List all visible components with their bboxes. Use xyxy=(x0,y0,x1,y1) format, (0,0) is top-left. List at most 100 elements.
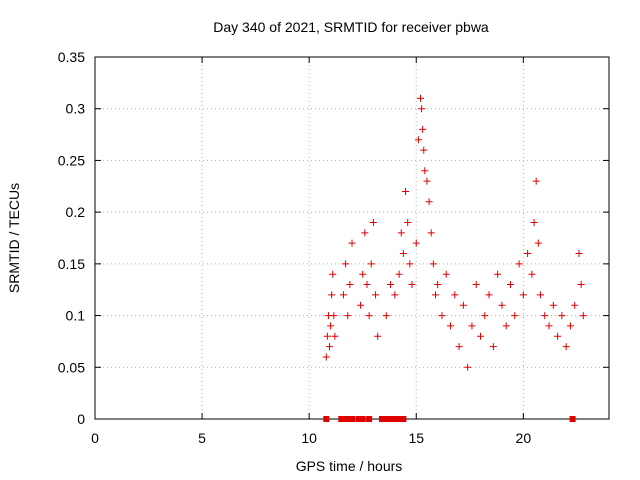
data-point xyxy=(361,229,369,237)
data-point xyxy=(571,301,579,309)
data-point xyxy=(464,363,472,371)
data-point xyxy=(382,312,390,320)
data-point xyxy=(372,291,380,299)
data-point xyxy=(489,343,497,351)
data-point xyxy=(506,281,514,289)
data-point xyxy=(328,291,336,299)
data-point xyxy=(330,312,338,320)
data-point xyxy=(342,260,350,268)
data-point xyxy=(562,343,570,351)
data-point xyxy=(498,301,506,309)
data-point xyxy=(425,198,433,206)
y-tick-label: 0.25 xyxy=(58,152,85,168)
data-point xyxy=(468,322,476,330)
data-point xyxy=(329,270,337,278)
data-point xyxy=(420,146,428,154)
data-point xyxy=(346,281,354,289)
y-tick-label: 0.35 xyxy=(58,49,85,65)
data-point xyxy=(472,281,480,289)
data-point xyxy=(418,105,426,113)
data-point xyxy=(414,136,422,144)
grid-lines xyxy=(95,57,609,419)
y-tick-label: 0.2 xyxy=(66,204,86,220)
x-tick-label: 20 xyxy=(516,430,532,446)
data-point xyxy=(344,312,352,320)
data-point xyxy=(374,332,382,340)
data-point xyxy=(485,291,493,299)
data-point xyxy=(327,322,335,330)
zero-data-point xyxy=(323,416,330,422)
data-point xyxy=(387,281,395,289)
data-point xyxy=(417,94,425,102)
x-tick-label: 5 xyxy=(198,430,206,446)
data-point xyxy=(429,260,437,268)
data-point xyxy=(541,312,549,320)
data-point xyxy=(421,167,429,175)
data-point xyxy=(423,177,431,185)
data-point xyxy=(326,343,334,351)
data-point xyxy=(575,250,583,258)
data-point xyxy=(579,312,587,320)
data-point xyxy=(369,218,377,226)
data-point xyxy=(365,312,373,320)
zero-data-point xyxy=(366,416,373,422)
data-point xyxy=(339,291,347,299)
data-point xyxy=(434,281,442,289)
data-point xyxy=(451,291,459,299)
data-point xyxy=(511,312,519,320)
y-tick-label: 0 xyxy=(77,411,85,427)
data-point xyxy=(412,239,420,247)
data-point xyxy=(402,187,410,195)
data-points xyxy=(322,94,587,422)
data-point xyxy=(419,125,427,133)
data-point xyxy=(549,301,557,309)
data-point xyxy=(524,250,532,258)
data-point xyxy=(502,322,510,330)
x-tick-label: 10 xyxy=(301,430,317,446)
zero-data-point xyxy=(383,416,390,422)
data-point xyxy=(515,260,523,268)
data-point xyxy=(348,239,356,247)
y-tick-label: 0.05 xyxy=(58,359,85,375)
data-point xyxy=(323,332,331,340)
data-point xyxy=(367,260,375,268)
data-point xyxy=(404,218,412,226)
data-point xyxy=(554,332,562,340)
zero-data-point xyxy=(400,416,407,422)
data-point xyxy=(432,291,440,299)
data-point xyxy=(399,250,407,258)
data-point xyxy=(481,312,489,320)
data-point xyxy=(397,229,405,237)
data-point xyxy=(532,177,540,185)
x-tick-label: 15 xyxy=(408,430,424,446)
zero-data-point xyxy=(349,416,355,422)
data-point xyxy=(577,281,585,289)
data-point xyxy=(408,281,416,289)
data-point xyxy=(442,270,450,278)
data-point xyxy=(536,291,544,299)
data-point xyxy=(406,260,414,268)
y-tick-label: 0.3 xyxy=(66,101,86,117)
data-point xyxy=(530,218,538,226)
zero-data-point xyxy=(355,416,362,422)
y-tick-label: 0.1 xyxy=(66,308,86,324)
zero-data-point xyxy=(569,416,576,422)
data-point xyxy=(447,322,455,330)
zero-data-point xyxy=(359,416,366,422)
data-point xyxy=(395,270,403,278)
data-point xyxy=(545,322,553,330)
data-point xyxy=(477,332,484,340)
data-point xyxy=(331,332,339,340)
data-point xyxy=(566,322,574,330)
y-tick-label: 0.15 xyxy=(58,256,85,272)
x-tick-label: 0 xyxy=(91,430,99,446)
data-point xyxy=(391,291,399,299)
data-point xyxy=(558,312,566,320)
data-point xyxy=(427,229,435,237)
data-point xyxy=(528,270,536,278)
data-point xyxy=(534,239,542,247)
zero-data-point xyxy=(396,416,403,422)
data-point xyxy=(494,270,502,278)
data-point xyxy=(322,353,330,361)
